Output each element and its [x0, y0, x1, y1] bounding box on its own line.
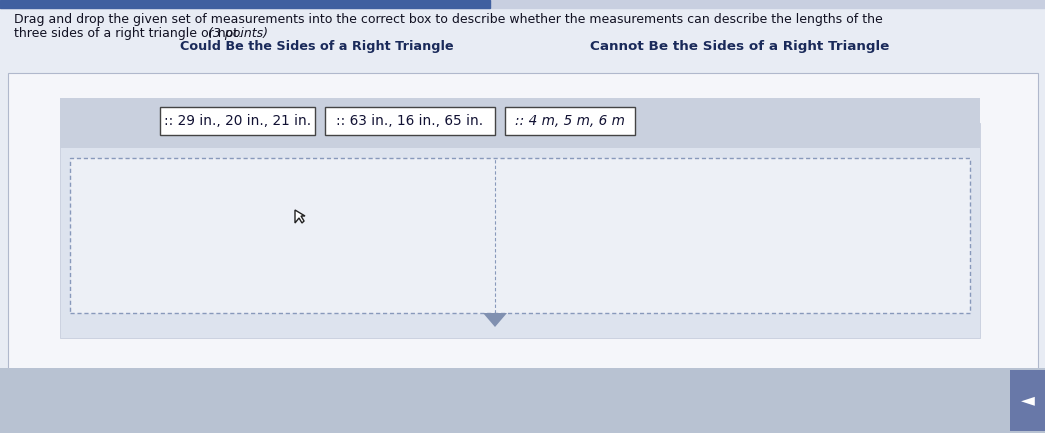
- Text: :: 4 m, 5 m, 6 m: :: 4 m, 5 m, 6 m: [515, 114, 625, 128]
- Bar: [0, 0, 1045, 8]
- Text: :: 29 in., 20 in., 21 in.: :: 29 in., 20 in., 21 in.: [164, 114, 311, 128]
- Polygon shape: [483, 313, 507, 327]
- Bar: [160, 107, 315, 135]
- Bar: [70, 158, 970, 313]
- Bar: [60, 123, 980, 338]
- Bar: [0, 368, 1045, 433]
- Bar: [8, 73, 1038, 373]
- Bar: [0, 0, 490, 8]
- Bar: [1011, 370, 1045, 431]
- Text: Could Be the Sides of a Right Triangle: Could Be the Sides of a Right Triangle: [180, 40, 454, 53]
- Bar: [325, 107, 495, 135]
- Text: three sides of a right triangle or not.: three sides of a right triangle or not.: [14, 27, 250, 40]
- Polygon shape: [295, 210, 305, 223]
- Text: Cannot Be the Sides of a Right Triangle: Cannot Be the Sides of a Right Triangle: [590, 40, 889, 53]
- Text: Drag and drop the given set of measurements into the correct box to describe whe: Drag and drop the given set of measureme…: [14, 13, 883, 26]
- Text: :: 63 in., 16 in., 65 in.: :: 63 in., 16 in., 65 in.: [336, 114, 484, 128]
- Text: ◄: ◄: [1021, 391, 1035, 410]
- Bar: [505, 107, 635, 135]
- Bar: [60, 98, 980, 148]
- Text: (3 points): (3 points): [208, 27, 268, 40]
